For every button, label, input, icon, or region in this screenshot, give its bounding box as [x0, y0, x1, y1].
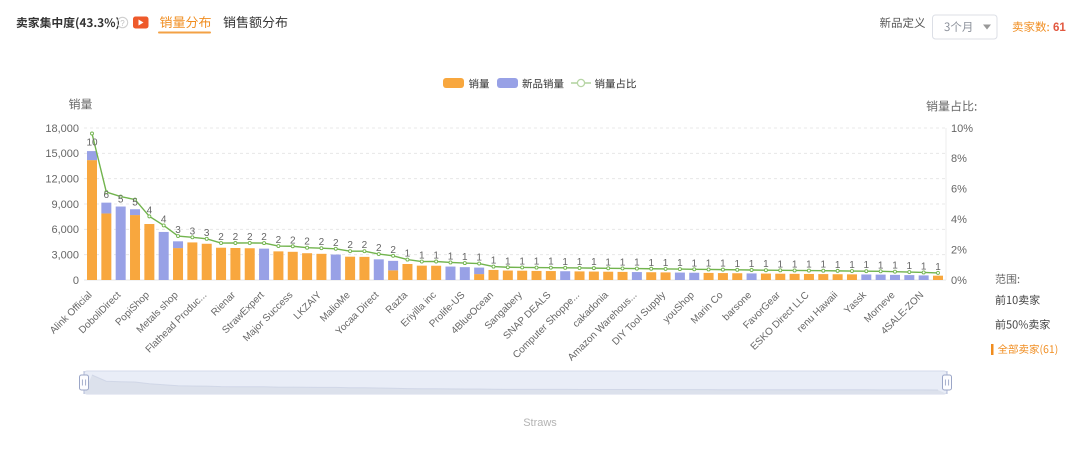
svg-text:1: 1 — [648, 258, 654, 269]
svg-text:2: 2 — [247, 232, 253, 243]
svg-text:Yassk: Yassk — [842, 289, 869, 316]
svg-text:2: 2 — [261, 232, 267, 243]
svg-text:1: 1 — [835, 260, 841, 271]
svg-text:1: 1 — [462, 252, 468, 263]
svg-text:1: 1 — [935, 262, 941, 273]
svg-text:2: 2 — [390, 245, 396, 256]
svg-text:1: 1 — [677, 258, 683, 269]
svg-text:5: 5 — [132, 198, 138, 209]
svg-text:1: 1 — [491, 256, 497, 267]
svg-text:1: 1 — [634, 258, 640, 269]
svg-text:1: 1 — [534, 257, 540, 268]
svg-text:8%: 8% — [951, 153, 967, 165]
svg-text:2: 2 — [376, 243, 382, 254]
svg-text:1: 1 — [448, 251, 454, 262]
svg-text:1: 1 — [605, 257, 611, 268]
svg-text:3,000: 3,000 — [51, 250, 79, 262]
svg-text:1: 1 — [591, 257, 597, 268]
svg-text:2: 2 — [347, 240, 353, 251]
svg-text:6,000: 6,000 — [51, 224, 79, 236]
svg-text:1: 1 — [763, 259, 769, 270]
svg-text:18,000: 18,000 — [45, 123, 79, 135]
svg-text:?: ? — [120, 19, 125, 28]
svg-text:1: 1 — [878, 260, 884, 271]
svg-text:1: 1 — [777, 259, 783, 270]
svg-text:Major Success: Major Success — [241, 290, 295, 344]
svg-text:Razta: Razta — [384, 290, 411, 317]
svg-text:10%: 10% — [951, 123, 973, 135]
svg-text:3: 3 — [175, 225, 181, 236]
svg-text:1: 1 — [921, 261, 927, 272]
svg-text:0%: 0% — [951, 275, 967, 287]
svg-text:2: 2 — [290, 235, 296, 246]
svg-text:1: 1 — [734, 259, 740, 270]
svg-text:1: 1 — [562, 257, 568, 268]
svg-text:1: 1 — [548, 257, 554, 268]
svg-text:0: 0 — [73, 275, 79, 287]
svg-text:1: 1 — [433, 250, 439, 261]
svg-text:6%: 6% — [951, 184, 967, 196]
svg-text:3: 3 — [190, 226, 196, 237]
svg-text:10: 10 — [86, 138, 98, 149]
svg-text:Marin Co: Marin Co — [689, 290, 726, 327]
svg-text:1: 1 — [806, 260, 812, 271]
svg-text:1: 1 — [749, 259, 755, 270]
svg-text:2: 2 — [319, 237, 325, 248]
svg-text:9,000: 9,000 — [51, 199, 79, 211]
svg-text:2: 2 — [276, 235, 282, 246]
svg-text:2: 2 — [304, 237, 310, 248]
svg-text:2: 2 — [233, 232, 239, 243]
svg-text:Straws: Straws — [523, 417, 557, 429]
svg-text:61: 61 — [1053, 22, 1066, 34]
svg-text:1: 1 — [505, 256, 511, 267]
svg-text:1: 1 — [476, 253, 482, 264]
svg-text:1: 1 — [792, 259, 798, 270]
svg-text:3: 3 — [204, 228, 210, 239]
svg-text:2%: 2% — [951, 244, 967, 256]
svg-text:1: 1 — [405, 249, 411, 260]
svg-text:1: 1 — [519, 256, 525, 267]
svg-text:15,000: 15,000 — [45, 148, 79, 160]
svg-text:1: 1 — [691, 258, 697, 269]
svg-text:1: 1 — [663, 258, 669, 269]
svg-text:1: 1 — [849, 260, 855, 271]
svg-text:1: 1 — [864, 260, 870, 271]
svg-text:5: 5 — [118, 195, 124, 206]
svg-text:2: 2 — [218, 232, 224, 243]
svg-text:1: 1 — [706, 258, 712, 269]
svg-text:1: 1 — [892, 261, 898, 272]
svg-text:1: 1 — [577, 257, 583, 268]
svg-text:DIY Tool Supply: DIY Tool Supply — [610, 290, 668, 348]
svg-text:6: 6 — [104, 190, 110, 201]
svg-text:4: 4 — [161, 214, 167, 225]
svg-text:2: 2 — [362, 240, 368, 251]
svg-text:1: 1 — [821, 260, 827, 271]
svg-text:4%: 4% — [951, 214, 967, 226]
svg-text:4: 4 — [147, 205, 153, 216]
svg-text:2: 2 — [333, 238, 339, 249]
svg-text:1: 1 — [620, 257, 626, 268]
svg-text:1: 1 — [419, 251, 425, 262]
svg-text:1: 1 — [720, 259, 726, 270]
svg-text:1: 1 — [907, 261, 913, 272]
svg-text:12,000: 12,000 — [45, 174, 79, 186]
